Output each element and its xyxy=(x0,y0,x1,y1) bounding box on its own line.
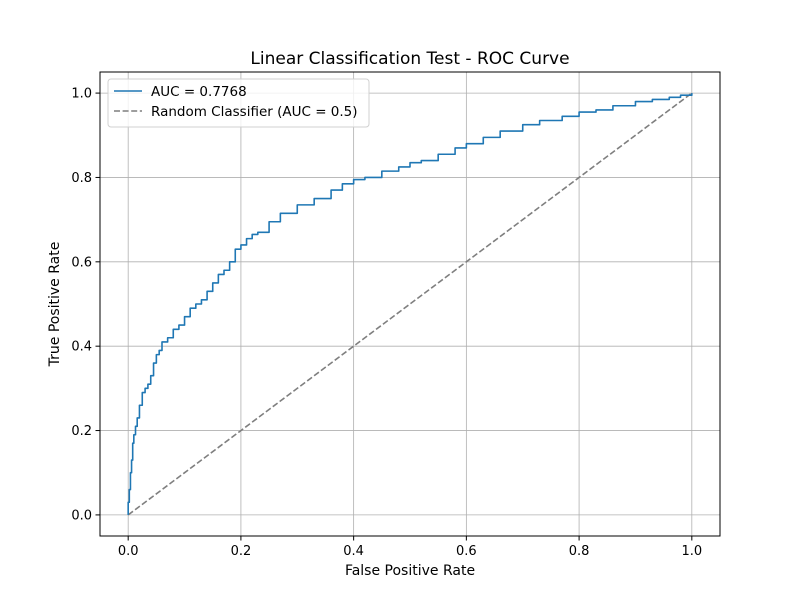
y-tick-label: 0.8 xyxy=(71,171,92,186)
x-axis-label: False Positive Rate xyxy=(345,563,475,579)
roc-curve-line xyxy=(127,93,693,515)
legend-box xyxy=(107,78,370,128)
x-tick-label: 0.2 xyxy=(231,544,252,559)
y-tick-label: 0.4 xyxy=(71,340,92,355)
grid-lines xyxy=(100,72,720,536)
plot-frame xyxy=(99,71,721,537)
x-tick-label: 0.6 xyxy=(456,544,477,559)
chart-title: Linear Classification Test - ROC Curve xyxy=(250,49,569,69)
series-group xyxy=(127,92,693,516)
x-tick-label: 0.4 xyxy=(343,544,364,559)
x-tick-label: 0.0 xyxy=(118,544,139,559)
x-tick-label: 1.0 xyxy=(681,544,702,559)
x-tick-label: 0.8 xyxy=(569,544,590,559)
y-tick-label: 0.6 xyxy=(71,255,92,270)
legend: AUC = 0.7768 Random Classifier (AUC = 0.5… xyxy=(107,78,370,128)
tick-group: 0.0 0.2 0.4 0.6 0.8 1.0 0.0 0.2 0.4 0.6 0.8 1.0 xyxy=(71,87,702,559)
y-tick-label: 1.0 xyxy=(71,87,92,102)
legend-entry: AUC = 0.7768 xyxy=(151,84,247,100)
legend-entry: Random Classifier (AUC = 0.5) xyxy=(151,104,358,120)
random-classifier-line xyxy=(127,92,693,516)
y-axis-label: True Positive Rate xyxy=(47,242,63,368)
y-tick-label: 0.0 xyxy=(71,508,92,523)
y-tick-label: 0.2 xyxy=(71,424,92,439)
